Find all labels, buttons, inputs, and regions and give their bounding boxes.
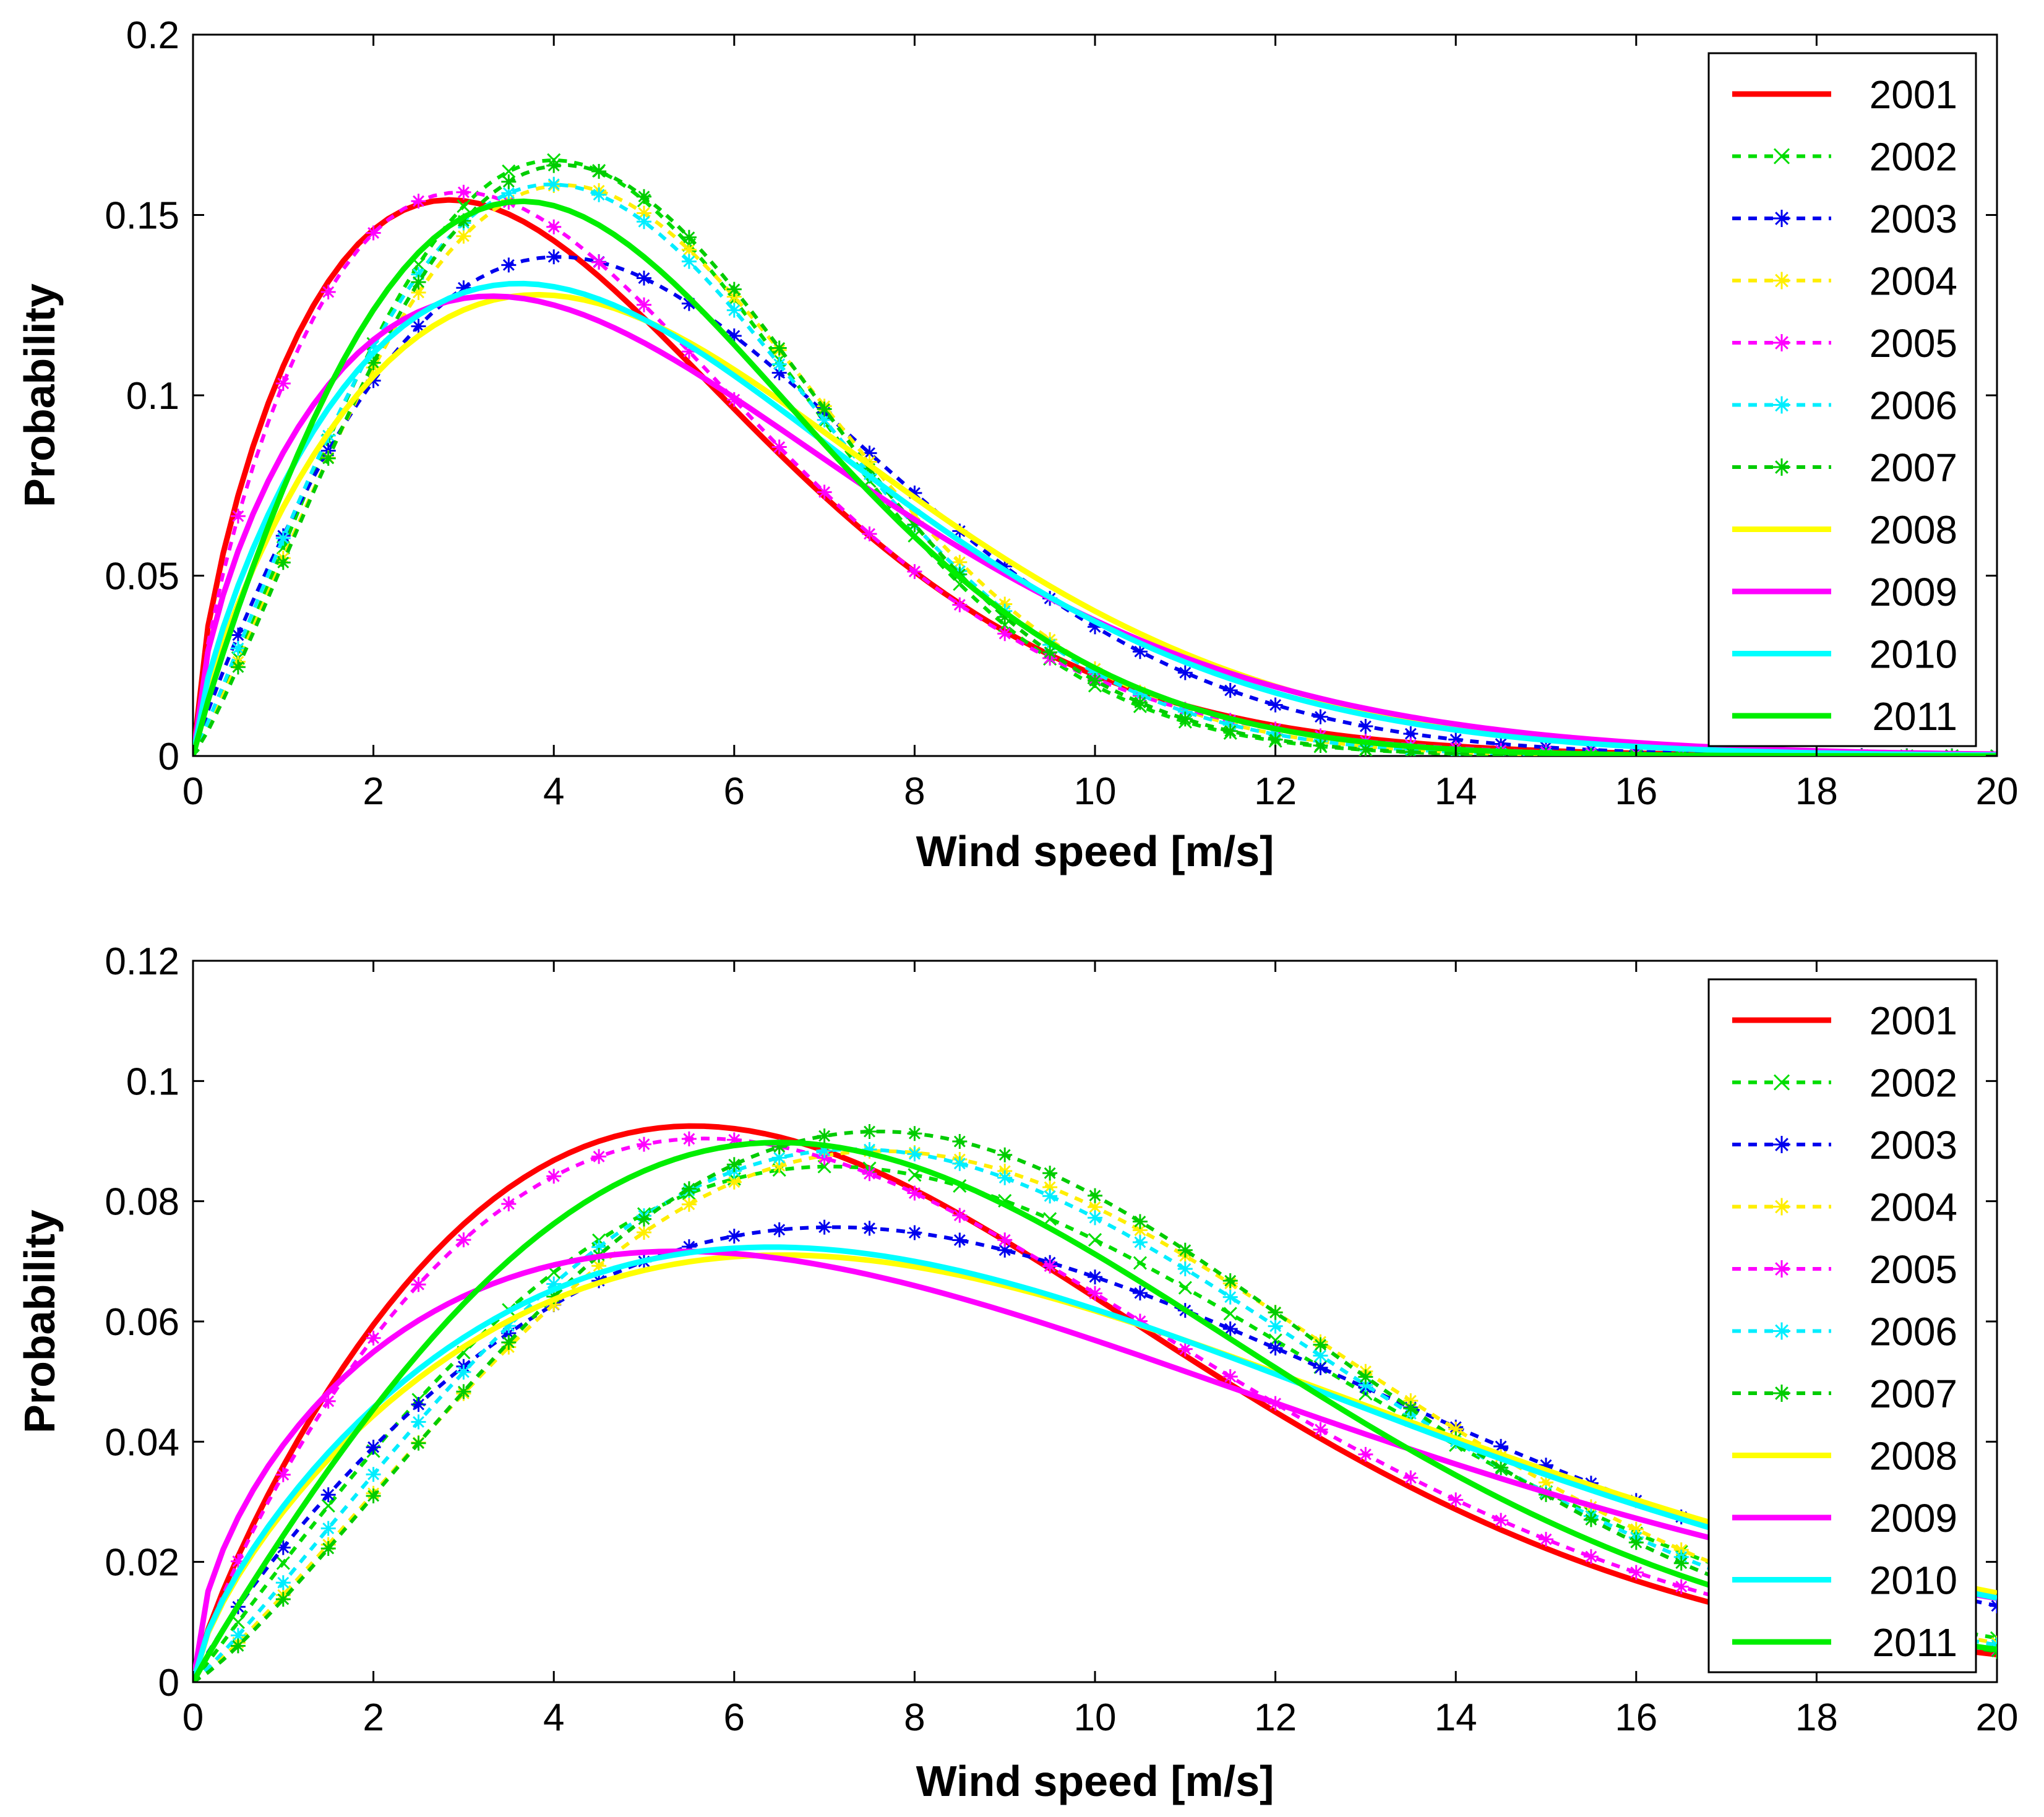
chart-bottom-y-axis-label: Probability (15, 1209, 64, 1433)
chart-bottom-legend-label: 2008 (1870, 1434, 1957, 1479)
chart-bottom-y-axis: 0 0.02 0.04 0.06 0.08 0.1 0.12 (105, 940, 1997, 1704)
chart-bottom-y-tick-label: 0.12 (105, 940, 179, 983)
chart-top-y-tick-label: 0.2 (126, 14, 179, 57)
chart-top-legend-marker (1773, 396, 1790, 414)
chart-bottom-series-2011-line (193, 1140, 1997, 1682)
chart-bottom-legend: 2001 2002 2003 2004 2005 2006 2007 2008 2009 2010… (1707, 978, 1977, 1673)
chart-top-legend-label: 2005 (1870, 321, 1957, 366)
chart-top-legend-marker (1773, 334, 1790, 351)
chart-bottom-series-group (193, 1123, 1997, 1682)
chart-top-legend-label: 2009 (1870, 570, 1957, 614)
chart-bottom-x-tick-label: 6 (724, 1696, 745, 1739)
chart-top-y-tick-label: 0.1 (126, 375, 179, 418)
chart-bottom-y-tick-label: 0.08 (105, 1181, 179, 1224)
chart-top-x-tick-label: 12 (1254, 770, 1297, 813)
chart-bottom-x-tick-label: 16 (1615, 1696, 1657, 1739)
chart-top-x-tick-label: 4 (543, 770, 564, 813)
chart-bottom-x-tick-label: 12 (1254, 1696, 1297, 1739)
chart-top-legend-label: 2003 (1870, 197, 1957, 241)
chart-bottom-series-2010-line (193, 1244, 1997, 1682)
chart-top-legend-marker (1773, 272, 1790, 290)
chart-bottom-x-tick-label: 2 (363, 1696, 384, 1739)
chart-bottom-legend-marker (1773, 1136, 1790, 1153)
chart-bottom-y-tick-label: 0.02 (105, 1542, 179, 1584)
chart-top-y-axis-label: Probability (15, 283, 64, 507)
chart-bottom-legend-marker (1773, 1385, 1790, 1402)
chart-bottom-legend-label: 2004 (1870, 1185, 1957, 1230)
chart-top-x-tick-label: 18 (1795, 770, 1838, 813)
chart-top-x-tick-label: 0 (182, 770, 204, 813)
chart-top-x-axis: 0 2 4 6 8 10 12 14 16 18 20 (182, 35, 2019, 813)
chart-bottom-x-tick-label: 0 (182, 1696, 204, 1739)
chart-top-y-tick-label: 0.15 (105, 195, 179, 238)
chart-bottom-y-tick-label: 0.06 (105, 1301, 179, 1344)
chart-bottom-legend-label: 2011 (1872, 1620, 1957, 1665)
chart-bottom-y-tick-label: 0.1 (126, 1060, 179, 1103)
chart-bottom-series-2005-line (193, 1136, 1997, 1682)
chart-top-legend-label: 2007 (1870, 445, 1957, 490)
chart-top-legend-marker (1773, 148, 1790, 165)
chart-top-legend-marker (1773, 458, 1790, 476)
chart-bottom-legend-marker (1773, 1322, 1790, 1340)
chart-bottom-x-axis-label: Wind speed [m/s] (916, 1757, 1274, 1805)
chart-top-legend-label: 2004 (1870, 259, 1957, 304)
chart-bottom-legend-label: 2010 (1870, 1558, 1957, 1603)
chart-bottom-x-tick-label: 14 (1435, 1696, 1477, 1739)
chart-bottom-legend-box (1707, 978, 1977, 1673)
chart-top: 0 2 4 6 8 10 12 14 16 18 20 0 0.05 0.1 0.15 0.2 Wind s… (15, 14, 2018, 875)
chart-bottom-x-tick-label: 18 (1795, 1696, 1838, 1739)
chart-top-x-tick-label: 20 (1976, 770, 2019, 813)
chart-bottom-legend-label: 2005 (1870, 1247, 1957, 1292)
chart-top-x-tick-label: 14 (1435, 770, 1477, 813)
chart-bottom-legend-label: 2009 (1870, 1496, 1957, 1540)
chart-bottom: 0 2 4 6 8 10 12 14 16 18 20 0 0.02 0.04 0.06 0.08 0.1 0.… (15, 940, 2018, 1805)
chart-top-x-axis-label: Wind speed [m/s] (916, 827, 1274, 875)
chart-top-x-tick-label: 10 (1074, 770, 1117, 813)
chart-top-series-2011-line (193, 198, 1997, 756)
chart-top-legend: 2001 2002 2003 2004 2005 2006 2007 2008 2009 2010… (1707, 52, 1977, 747)
chart-bottom-legend-marker (1773, 1260, 1790, 1278)
chart-top-y-tick-label: 0.05 (105, 556, 179, 598)
chart-bottom-y-tick-label: 0 (158, 1662, 179, 1704)
chart-top-series-2010-line (193, 280, 1997, 756)
chart-top-x-tick-label: 6 (724, 770, 745, 813)
chart-top-x-tick-label: 8 (904, 770, 925, 813)
chart-top-legend-label: 2002 (1870, 135, 1957, 179)
chart-bottom-x-tick-label: 20 (1976, 1696, 2019, 1739)
chart-bottom-legend-label: 2001 (1870, 999, 1957, 1043)
chart-bottom-legend-label: 2006 (1870, 1310, 1957, 1354)
chart-top-y-tick-label: 0 (158, 736, 179, 778)
chart-bottom-legend-label: 2002 (1870, 1061, 1957, 1106)
chart-top-legend-label: 2008 (1870, 508, 1957, 552)
chart-bottom-x-tick-label: 4 (543, 1696, 564, 1739)
chart-top-x-tick-label: 16 (1615, 770, 1657, 813)
chart-top-plot-area (192, 33, 1998, 757)
chart-top-legend-label: 2001 (1870, 72, 1957, 117)
chart-bottom-x-tick-label: 10 (1074, 1696, 1117, 1739)
chart-top-series-group (193, 153, 1997, 756)
chart-top-x-tick-label: 2 (363, 770, 384, 813)
chart-bottom-x-tick-label: 8 (904, 1696, 925, 1739)
chart-bottom-y-tick-label: 0.04 (105, 1421, 179, 1464)
chart-bottom-series-2009-line (193, 1248, 1997, 1682)
chart-bottom-x-axis: 0 2 4 6 8 10 12 14 16 18 20 (182, 961, 2019, 1739)
chart-top-legend-marker (1773, 210, 1790, 227)
chart-top-legend-label: 2006 (1870, 384, 1957, 428)
chart-top-y-axis: 0 0.05 0.1 0.15 0.2 (105, 14, 1997, 778)
chart-bottom-legend-marker (1773, 1198, 1790, 1216)
chart-top-legend-label: 2011 (1872, 694, 1957, 739)
chart-top-legend-box (1707, 52, 1977, 747)
chart-bottom-legend-label: 2007 (1870, 1372, 1957, 1416)
chart-bottom-legend-label: 2003 (1870, 1123, 1957, 1167)
chart-top-legend-label: 2010 (1870, 632, 1957, 677)
chart-bottom-legend-marker (1773, 1074, 1790, 1091)
